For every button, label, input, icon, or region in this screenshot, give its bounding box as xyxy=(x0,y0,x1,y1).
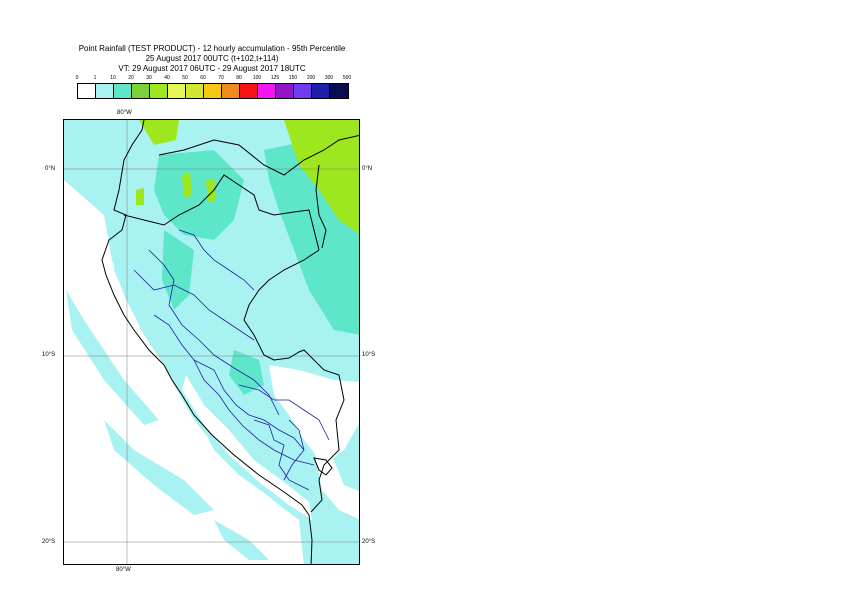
heavy-rain-area xyxy=(284,120,359,234)
region-borders xyxy=(283,419,305,481)
legend-swatch xyxy=(150,84,168,98)
coastal-streak xyxy=(214,520,269,560)
legend-tick-label: 100 xyxy=(252,75,262,81)
lat-label-10-left: 10°S xyxy=(42,352,56,358)
legend-tick-label: 300 xyxy=(324,75,334,81)
country-border-north xyxy=(158,134,359,176)
legend-tick-label: 30 xyxy=(146,75,152,81)
lat-label-20-left: 20°S xyxy=(42,539,56,545)
heavy-rain-area xyxy=(136,188,144,205)
legend-swatch xyxy=(168,84,186,98)
legend-tick-label: 20 xyxy=(128,75,134,81)
region-borders xyxy=(178,229,255,291)
legend-swatch xyxy=(276,84,294,98)
lat-label-0-right: 0°N xyxy=(362,166,373,172)
heavy-rain-area xyxy=(182,172,192,198)
map-canvas xyxy=(64,120,359,564)
legend-swatch xyxy=(204,84,222,98)
color-legend xyxy=(77,83,349,99)
validity-time: VT: 29 August 2017 06UTC - 29 August 201… xyxy=(118,64,306,73)
country-border-peru-east xyxy=(243,249,345,513)
chart-title: Point Rainfall (TEST PRODUCT) - 12 hourl… xyxy=(78,44,346,53)
legend-tick-label: 70 xyxy=(218,75,224,81)
legend-swatch xyxy=(294,84,312,98)
legend-tick-label: 50 xyxy=(182,75,188,81)
country-border-ecuador-peru xyxy=(123,174,320,251)
legend-swatch xyxy=(312,84,330,98)
legend-tick-label: 80 xyxy=(236,75,242,81)
legend-swatch xyxy=(114,84,132,98)
legend-swatch xyxy=(222,84,240,98)
legend-tick-label: 1 xyxy=(93,75,97,81)
dry-interior-patch xyxy=(314,450,359,520)
legend-swatch xyxy=(258,84,276,98)
medium-rain-area xyxy=(154,150,244,240)
region-borders xyxy=(148,249,280,416)
lat-label-0-left: 0°N xyxy=(45,166,56,172)
coastal-streak xyxy=(66,290,159,425)
legend-tick-label: 200 xyxy=(306,75,316,81)
legend-tick-label: 60 xyxy=(200,75,206,81)
medium-rain-area xyxy=(162,230,194,310)
legend-tick-label: 10 xyxy=(110,75,116,81)
region-borders xyxy=(253,419,310,491)
lat-label-20-right: 20°S xyxy=(362,539,376,545)
dry-interior-patch xyxy=(269,365,359,465)
country-border-colombia-brazil xyxy=(315,164,327,249)
legend-tick-label: 150 xyxy=(288,75,298,81)
legend-tick-label: 40 xyxy=(164,75,170,81)
dry-coastal-desert xyxy=(182,375,312,520)
region-borders xyxy=(133,269,255,341)
region-borders xyxy=(193,359,305,451)
legend-swatch xyxy=(330,84,348,98)
legend-tick-labels: 0 1 10 20 30 40 50 60 70 80 100 125 150 200 300 500 xyxy=(70,75,360,84)
forecast-base-time: 25 August 2017 00UTC (t+102,t+114) xyxy=(145,54,279,63)
lake-titicaca xyxy=(313,457,333,476)
legend-swatch xyxy=(186,84,204,98)
legend-swatch xyxy=(240,84,258,98)
lon-label-top: 80°W xyxy=(117,110,132,116)
legend-tick-label: 500 xyxy=(342,75,352,81)
region-borders xyxy=(238,384,330,441)
rainfall-map xyxy=(63,119,360,565)
lon-label-bottom: 80°W xyxy=(116,567,131,573)
legend-tick-label: 0 xyxy=(75,75,79,81)
dry-offshore-band xyxy=(64,180,304,564)
legend-swatch xyxy=(96,84,114,98)
coastal-streak xyxy=(104,420,214,515)
coastline xyxy=(101,120,313,564)
heavy-rain-area xyxy=(139,120,179,145)
legend-swatch xyxy=(132,84,150,98)
region-borders xyxy=(153,314,315,466)
lat-label-10-right: 10°S xyxy=(362,352,376,358)
legend-tick-label: 125 xyxy=(270,75,280,81)
medium-rain-area xyxy=(229,350,264,395)
legend-swatch xyxy=(78,84,96,98)
